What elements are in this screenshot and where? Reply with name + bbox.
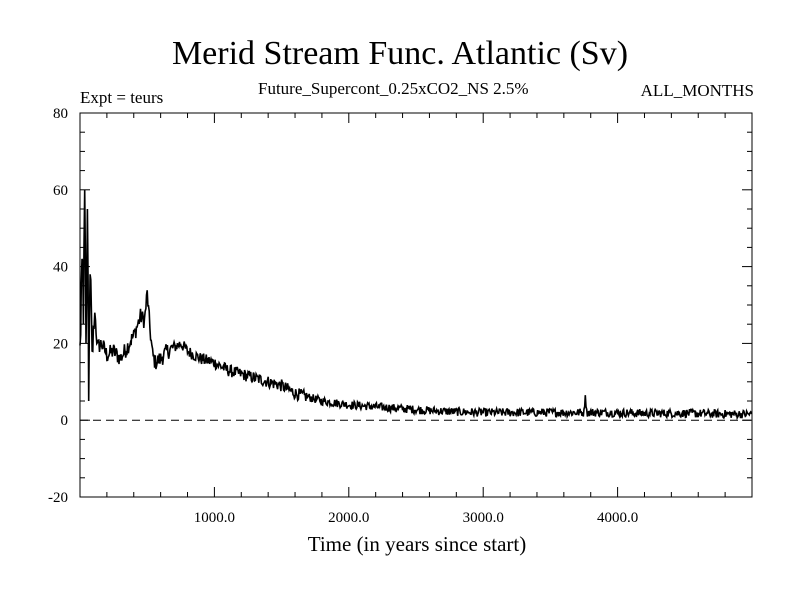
y-tick-label: 20 (53, 336, 68, 352)
experiment-annotation: Expt = teurs (80, 88, 164, 107)
x-tick-label: 3000.0 (463, 510, 504, 526)
axis-ticks (79, 112, 753, 498)
x-tick-label: 2000.0 (328, 510, 369, 526)
months-annotation: ALL_MONTHS (640, 81, 754, 100)
y-tick-label: 40 (53, 260, 68, 276)
y-tick-label: 80 (53, 106, 68, 122)
x-axis-label: Time (in years since start) (307, 532, 527, 556)
chart-title: Merid Stream Func. Atlantic (Sv) (171, 35, 629, 72)
axis-tick-labels: 1000.0 2000.0 3000.0 4000.0 -20 0 20 40 60 80 (48, 106, 638, 526)
x-tick-label: 4000.0 (597, 510, 638, 526)
x-tick-label: 1000.0 (194, 510, 235, 526)
plot-frame (79, 112, 753, 498)
y-tick-label: -20 (48, 490, 68, 506)
series-line (79, 189, 753, 421)
y-tick-label: 0 (61, 413, 69, 429)
chart-subtitle: Future_Supercont_0.25xCO2_NS 2.5% (258, 79, 529, 98)
y-tick-label: 60 (53, 183, 68, 199)
